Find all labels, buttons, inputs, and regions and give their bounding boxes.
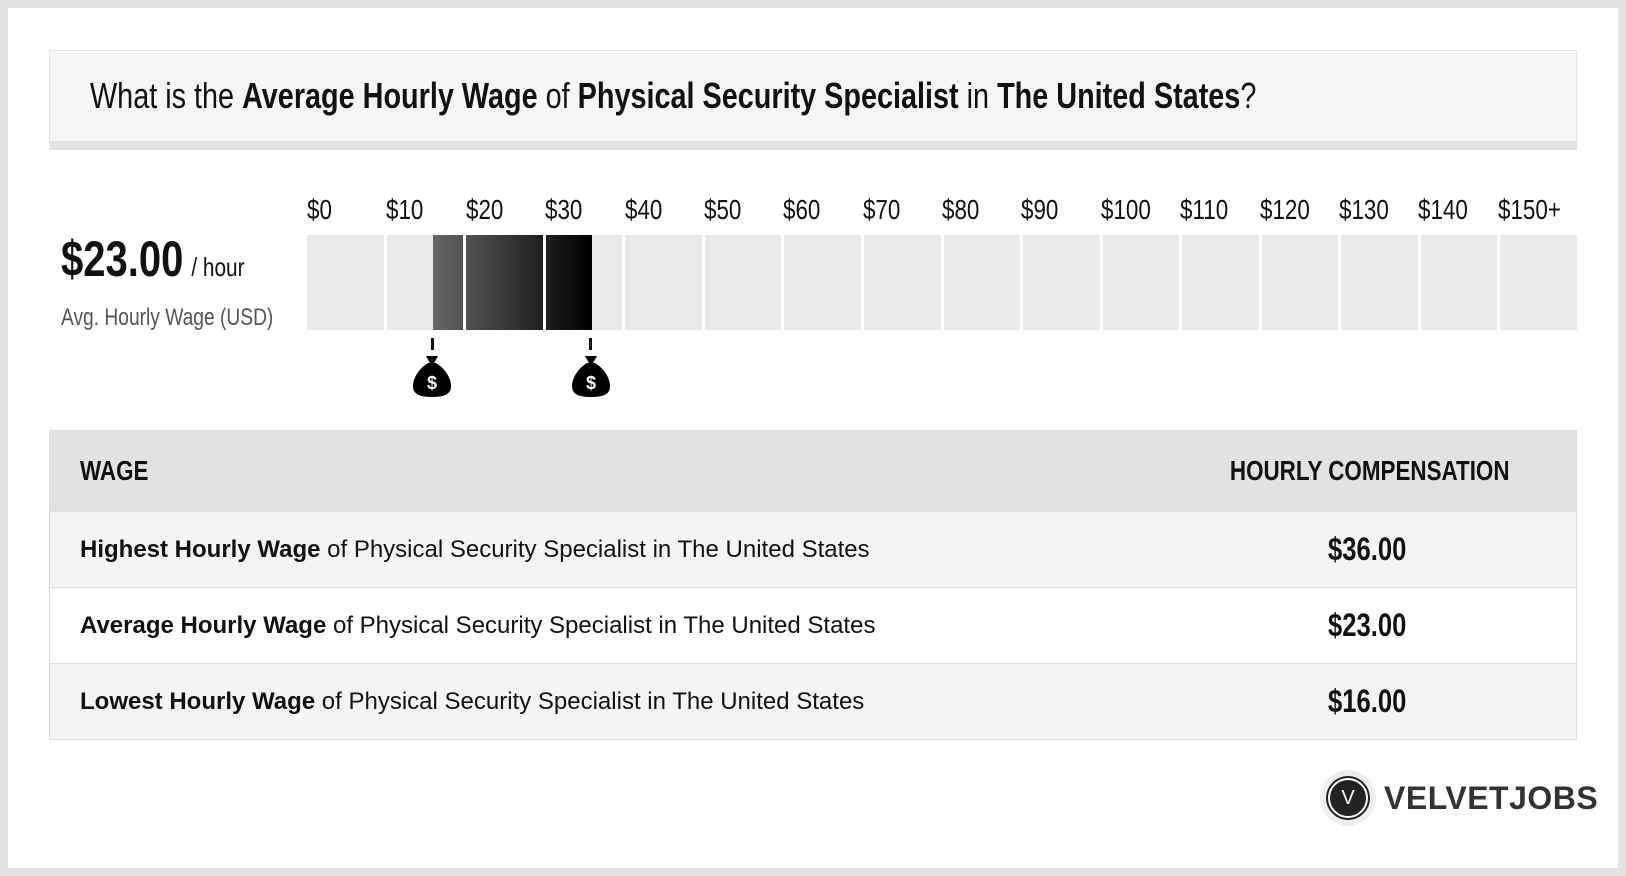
logo-icon: V <box>1322 772 1374 824</box>
header-hourly-compensation: HOURLY COMPENSATION <box>1230 455 1510 486</box>
tick-label: $120 <box>1259 194 1310 225</box>
row-label: Average Hourly Wage of Physical Security… <box>80 611 876 639</box>
bar-segment <box>943 235 1021 330</box>
tick-label: $80 <box>942 194 980 225</box>
title-box: What is the Average Hourly Wage of Physi… <box>49 50 1577 150</box>
wage-table: WAGE HOURLY COMPENSATION Highest Hourly … <box>49 430 1577 740</box>
money-bag-icon: $ <box>413 356 452 397</box>
tick-label: $40 <box>624 194 662 225</box>
header-wage: WAGE <box>80 455 149 486</box>
tick-label: $20 <box>465 194 504 225</box>
tick-label: $140 <box>1418 194 1469 225</box>
page-title: What is the Average Hourly Wage of Physi… <box>90 75 1257 116</box>
money-bag-marker: $ <box>571 338 611 403</box>
bar-segment <box>704 235 782 330</box>
tick-label: $30 <box>545 194 583 225</box>
bar-segment <box>1023 235 1100 330</box>
bar-segment <box>1102 235 1180 330</box>
bar-segment <box>863 235 941 330</box>
range-fill <box>432 235 464 330</box>
average-wage: $23.00/ hour <box>61 231 245 287</box>
velvetjobs-logo: V VELVETJOBS <box>1322 772 1598 824</box>
bar-segment <box>1261 235 1339 330</box>
row-label: Highest Hourly Wage of Physical Security… <box>80 535 870 563</box>
tick-label: $150+ <box>1497 194 1561 225</box>
bar-segment <box>307 235 384 330</box>
bar-segment <box>1341 235 1418 330</box>
bar-segment <box>545 235 623 330</box>
table-row: Lowest Hourly Wage of Physical Security … <box>50 663 1576 739</box>
tick-label: $130 <box>1338 194 1389 225</box>
bar-segment <box>1420 235 1498 330</box>
bar-segment <box>1182 235 1259 330</box>
money-bag-marker: $ <box>412 338 452 403</box>
row-value: $23.00 <box>1328 607 1407 643</box>
bar-segment <box>1500 235 1577 330</box>
tick-label: $90 <box>1021 194 1059 225</box>
tick-label: $0 <box>307 194 332 225</box>
row-label: Lowest Hourly Wage of Physical Security … <box>80 687 865 715</box>
bar-segment <box>466 235 543 330</box>
range-fill <box>466 235 543 330</box>
row-value: $16.00 <box>1328 683 1407 719</box>
row-value: $36.00 <box>1328 531 1407 567</box>
bar-segment <box>625 235 702 330</box>
wage-range-bar <box>307 235 1577 330</box>
table-header: WAGE HOURLY COMPENSATION <box>50 431 1576 511</box>
bar-segment <box>386 235 464 330</box>
axis-ticks: $0 $10 $20 $30 $40 $50 $60 $70 $80 $90 $100 $110 $12… <box>307 194 1577 225</box>
tick-label: $60 <box>783 194 821 225</box>
wage-card: What is the Average Hourly Wage of Physi… <box>8 8 1618 868</box>
tick-label: $110 <box>1180 194 1229 225</box>
svg-text:$: $ <box>586 373 596 393</box>
average-wage-label: Avg. Hourly Wage (USD) <box>61 304 274 331</box>
bar-segment <box>784 235 861 330</box>
money-bag-icon: $ <box>571 356 610 397</box>
table-row: Average Hourly Wage of Physical Security… <box>50 587 1576 663</box>
tick-label: $100 <box>1100 194 1151 225</box>
table-row: Highest Hourly Wage of Physical Security… <box>50 511 1576 587</box>
tick-label: $10 <box>386 194 424 225</box>
tick-label: $70 <box>862 194 900 225</box>
svg-text:$: $ <box>427 373 437 393</box>
range-fill <box>545 235 592 330</box>
tick-label: $50 <box>703 194 742 225</box>
